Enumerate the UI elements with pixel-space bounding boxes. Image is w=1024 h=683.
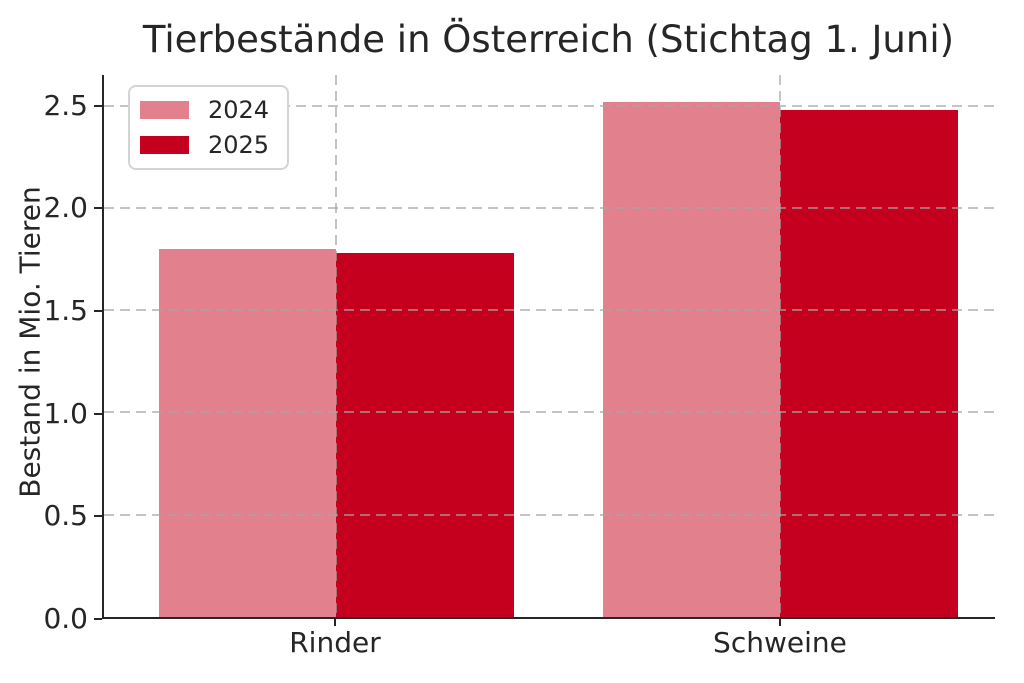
x-tick-mark-rinder	[333, 619, 336, 626]
legend-item-2024: 2024	[140, 96, 269, 124]
y-tick-label-1.0: 1.0	[43, 396, 88, 430]
gridline-h-2	[104, 206, 995, 209]
y-tick-mark-1.5	[94, 310, 102, 313]
y-tick-mark-2.5	[94, 104, 102, 107]
y-tick-mark-0.0	[94, 618, 102, 620]
x-tick-label-rinder: Rinder	[289, 626, 381, 659]
bar-schweine-2025	[780, 109, 958, 617]
x-tick-label-schweine: Schweine	[713, 626, 847, 659]
gridline-h-1	[104, 411, 995, 414]
gridline-h-1.5	[104, 309, 995, 312]
legend: 2024 2025	[128, 85, 290, 170]
gridline-h-2.5	[104, 104, 995, 107]
legend-item-2025: 2025	[140, 131, 269, 159]
y-tick-label-2.0: 2.0	[43, 191, 88, 225]
gridline-v-rinder	[335, 75, 338, 617]
chart-title: Tierbestände in Österreich (Stichtag 1. …	[142, 18, 955, 61]
gridline-h-0.5	[104, 513, 995, 516]
y-tick-mark-1.0	[94, 412, 102, 415]
y-tick-label-1.5: 1.5	[43, 294, 88, 328]
x-tick-mark-schweine	[778, 619, 781, 626]
y-tick-label-0.0: 0.0	[43, 602, 88, 635]
y-tick-label-0.5: 0.5	[43, 499, 88, 533]
bar-rinder-2024	[158, 248, 337, 617]
y-axis-label: Bestand in Mio. Tieren	[13, 186, 47, 498]
y-tick-label-2.5: 2.5	[43, 88, 88, 122]
y-tick-mark-2.0	[94, 207, 102, 210]
legend-swatch-2025	[140, 136, 189, 154]
legend-label-2024: 2024	[208, 96, 270, 124]
legend-swatch-2024	[140, 101, 189, 119]
bar-rinder-2025	[336, 252, 515, 617]
gridline-v-schweine	[779, 75, 782, 617]
legend-label-2025: 2025	[208, 131, 270, 159]
y-tick-mark-0.5	[94, 515, 102, 518]
bar-schweine-2024	[602, 101, 781, 617]
plot-area	[102, 75, 995, 619]
